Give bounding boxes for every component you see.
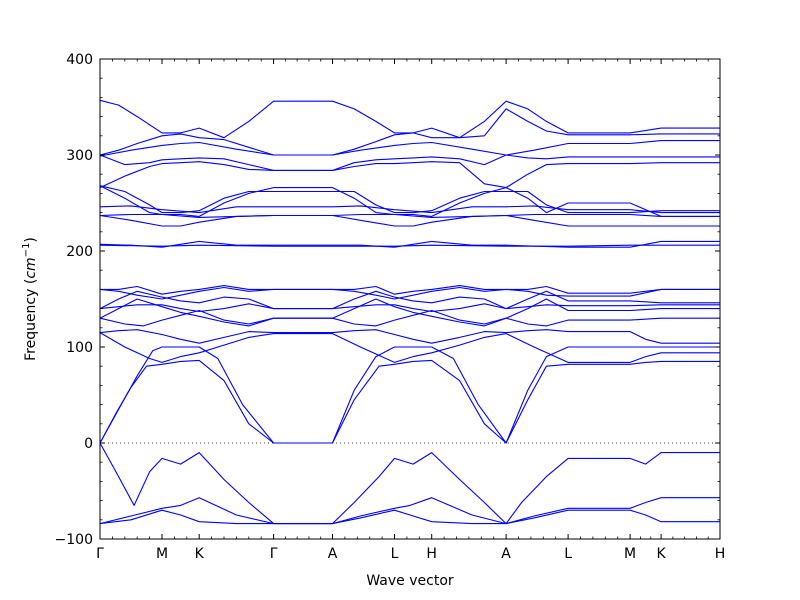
band-line-20: [99, 185, 720, 214]
band-line-23: [99, 140, 720, 157]
band-line-13: [100, 285, 720, 295]
band-line-24: [99, 99, 720, 139]
y-tick-label: 400: [66, 52, 93, 68]
y-axis-label: Frequency (cm−1): [21, 237, 39, 361]
plot-frame: [99, 58, 721, 540]
band-line-14: [99, 244, 720, 247]
x-tick-label: L: [564, 546, 572, 562]
y-axis-ticks: −100 0 100 200 300 400: [55, 52, 720, 548]
y-axis-label-unit: cm: [23, 257, 39, 278]
band-line-5: [99, 346, 720, 444]
band-line-4: [99, 359, 720, 444]
y-tick-label: 300: [66, 148, 93, 164]
y-axis-label-suffix: ): [23, 237, 39, 242]
x-tick-label: Γ: [270, 546, 278, 562]
y-axis-label-prefix: Frequency (: [23, 279, 39, 361]
x-tick-label: M: [156, 546, 168, 562]
band-line-15: [99, 240, 720, 248]
x-tick-label: K: [657, 546, 667, 562]
band-line-6: [99, 332, 720, 363]
y-tick-label: −100: [55, 532, 93, 548]
y-tick-label: 100: [66, 340, 93, 356]
band-line-11: [99, 290, 720, 310]
band-line-12: [99, 286, 720, 300]
x-axis-label: Wave vector: [366, 573, 454, 589]
x-tick-label: H: [426, 546, 437, 562]
band-line-2: [99, 497, 720, 525]
x-tick-label: K: [195, 546, 205, 562]
band-line-9: [99, 298, 720, 327]
x-tick-label: A: [328, 546, 338, 562]
band-line-7: [99, 329, 720, 344]
band-line-19: [99, 185, 720, 217]
x-tick-label: L: [391, 546, 399, 562]
x-tick-label: H: [715, 546, 726, 562]
x-tick-label: A: [501, 546, 511, 562]
x-tick-label: M: [624, 546, 636, 562]
y-tick-label: 0: [84, 436, 93, 452]
band-line-25: [99, 108, 720, 156]
band-line-8: [99, 309, 720, 327]
band-line-3: [99, 442, 720, 525]
x-tick-label: Γ: [96, 546, 104, 562]
band-lines: [99, 99, 720, 525]
band-line-22: [99, 154, 720, 171]
band-line-1: [99, 509, 720, 525]
band-line-10: [99, 303, 720, 313]
band-line-21: [99, 161, 720, 189]
band-line-16: [99, 214, 720, 227]
y-tick-label: 200: [66, 244, 93, 260]
y-axis-label-exp: −1: [21, 243, 32, 258]
